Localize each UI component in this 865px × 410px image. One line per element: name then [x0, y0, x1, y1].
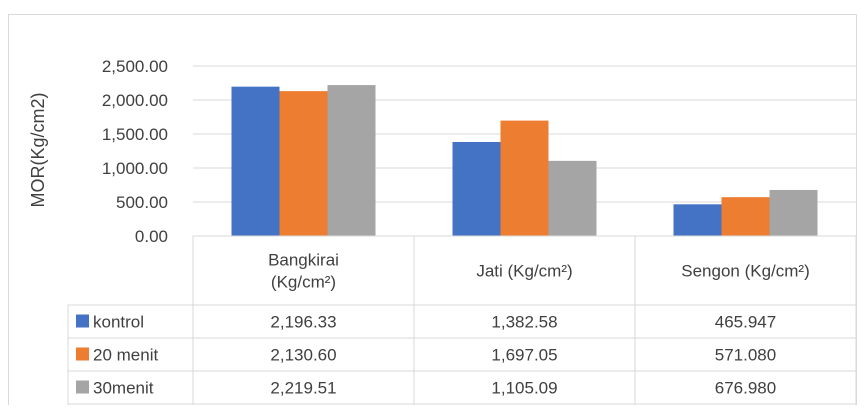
bar-20-menit-sengon [721, 197, 770, 236]
category-label: Sengon (Kg/cm²) [681, 262, 810, 281]
bar-30menit-jati [548, 160, 597, 236]
legend-key-20-menit [76, 347, 89, 361]
data-table-cell: 1,105.09 [491, 379, 557, 398]
bar-20-menit-jati [500, 120, 549, 236]
data-table-cell: 571.080 [715, 346, 776, 365]
data-table-cell: 2,219.51 [270, 379, 336, 398]
y-tick-label: 0.00 [135, 227, 168, 246]
legend-label-20-menit: 20 menit [93, 346, 158, 365]
data-table-cell: 2,196.33 [270, 313, 336, 332]
bar-kontrol-sengon [673, 204, 722, 236]
y-tick-label: 1,500.00 [102, 125, 168, 144]
bar-20-menit-bangkirai [279, 91, 328, 236]
data-table-cell: 2,130.60 [270, 346, 336, 365]
data-table-cell: 676.980 [715, 379, 776, 398]
bar-30menit-sengon [769, 189, 818, 236]
y-tick-label: 500.00 [116, 193, 168, 212]
y-tick-label: 2,500.00 [102, 57, 168, 76]
y-axis-title: MOR(Kg/cm2) [28, 92, 48, 207]
bar-kontrol-jati [452, 141, 501, 236]
bar-kontrol-bangkirai [231, 86, 280, 236]
category-label: Jati (Kg/cm²) [476, 262, 572, 281]
y-tick-label: 2,000.00 [102, 91, 168, 110]
legend-label-30menit: 30menit [93, 379, 154, 398]
legend-key-kontrol [76, 314, 89, 328]
data-table-cell: 1,382.58 [491, 313, 557, 332]
category-label: (Kg/cm²) [271, 273, 336, 292]
bar-30menit-bangkirai [327, 85, 376, 236]
data-table-cell: 465.947 [715, 313, 776, 332]
legend-key-30menit [76, 380, 89, 394]
data-table-cell: 1,697.05 [491, 346, 557, 365]
y-tick-label: 1,000.00 [102, 159, 168, 178]
legend-label-kontrol: kontrol [93, 313, 144, 332]
category-label: Bangkirai [268, 251, 339, 270]
